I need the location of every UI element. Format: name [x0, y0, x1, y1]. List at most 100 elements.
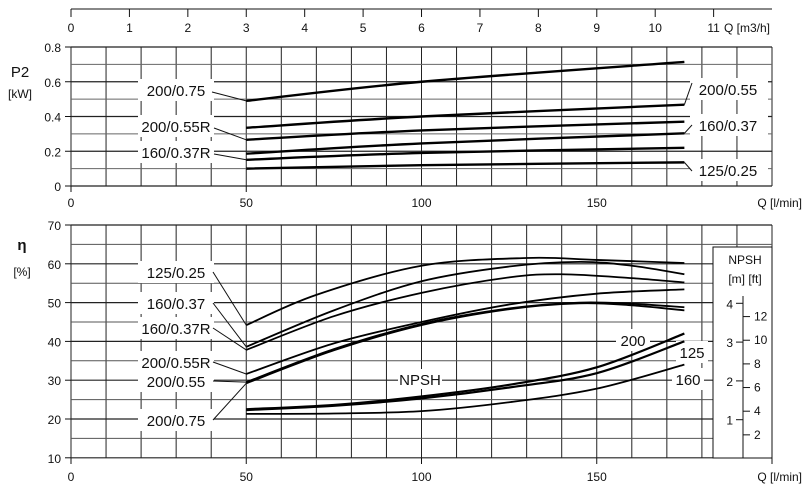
- label-background: [690, 159, 768, 181]
- npsh-ft-tick-label: 12: [754, 310, 768, 324]
- npsh-m-tick-label: 4: [726, 297, 733, 311]
- npsh-m-tick-label: 3: [726, 336, 733, 350]
- power-curve-200-0-55R: [246, 120, 685, 141]
- y-tick-label: 70: [48, 219, 62, 233]
- power-curve-200-0-75: [246, 60, 685, 103]
- y-tick-label: 20: [48, 413, 62, 427]
- label-leader-line: [683, 82, 693, 105]
- y-axis-label: η: [17, 237, 26, 254]
- label-background: [138, 409, 214, 431]
- label-background: [138, 141, 214, 163]
- x-tick-label: 0: [68, 196, 75, 210]
- y-axis-label: P2: [11, 64, 29, 81]
- x2-tick-label: 4: [301, 21, 308, 35]
- label-leader-line: [212, 302, 247, 348]
- label-background: [138, 292, 214, 314]
- efficiency-curve-label: 200/0.55: [147, 374, 205, 391]
- x-tick-label: 0: [68, 470, 75, 484]
- label-background: [676, 341, 708, 363]
- npsh-ft-tick-label: 10: [754, 333, 768, 347]
- label-leader-line: [212, 380, 247, 383]
- efficiency-curve-label: 200/0.75: [147, 413, 205, 430]
- x2-tick-label: 3: [243, 21, 250, 35]
- y-tick-label: 40: [48, 335, 62, 349]
- x-tick-label: 100: [411, 196, 431, 210]
- efficiency-curve-160-0-37R: [245, 273, 685, 351]
- label-background: [138, 79, 214, 101]
- y-tick-label: 0: [54, 180, 61, 194]
- npsh-curve-125: [246, 340, 685, 412]
- x2-tick-label: 0: [68, 21, 75, 35]
- y-tick-label: 0.6: [44, 76, 61, 90]
- x2-tick-label: 11: [707, 21, 720, 35]
- label-background: [138, 317, 214, 339]
- y-tick-label: 10: [48, 452, 62, 466]
- label-background: [690, 114, 768, 136]
- x2-tick-label: 7: [477, 21, 484, 35]
- x2-tick-label: 10: [649, 21, 663, 35]
- x2-tick-label: 9: [593, 21, 600, 35]
- x2-tick-label: 8: [535, 21, 542, 35]
- x-tick-label: 150: [587, 470, 607, 484]
- x-axis-label: Q [l/min]: [757, 470, 802, 484]
- efficiency-curve-200-0-75: [245, 302, 685, 385]
- y-tick-label: 0.2: [44, 145, 61, 159]
- power-curve-label: 160/0.37R: [141, 145, 210, 162]
- power-curve-200-0-55: [246, 103, 685, 129]
- label-background: [138, 261, 214, 283]
- power-curve-label: 200/0.55: [699, 82, 757, 99]
- label-background: [616, 329, 650, 351]
- x-axis-label: Q [l/min]: [757, 196, 802, 210]
- power-curve-160-0-37: [246, 132, 685, 155]
- y-tick-label: 0.8: [44, 41, 61, 55]
- efficiency-curve-160-0-37: [245, 260, 685, 348]
- label-leader-line: [211, 91, 247, 102]
- npsh-curve-label: 160: [675, 372, 700, 389]
- label-background: [138, 351, 214, 373]
- efficiency-curve-label: 160/0.37: [147, 296, 205, 313]
- x-tick-label: 50: [240, 470, 254, 484]
- power-curve-125-0-25: [246, 161, 685, 170]
- y-tick-label: 30: [48, 374, 62, 388]
- x-tick-label: 100: [411, 470, 431, 484]
- npsh-curve-label: 125: [679, 345, 704, 362]
- efficiency-curve-125-0-25: [245, 256, 685, 326]
- label-leader-line: [213, 127, 247, 141]
- efficiency-curve-label: 160/0.37R: [141, 321, 210, 338]
- power-curve-label: 200/0.75: [147, 83, 205, 100]
- efficiency-curve-label: 125/0.25: [147, 265, 205, 282]
- label-background: [398, 369, 442, 389]
- y-tick-label: 60: [48, 258, 62, 272]
- x2-tick-label: 6: [418, 21, 425, 35]
- x2-tick-label: 5: [360, 21, 367, 35]
- npsh-curves-label: NPSH: [399, 372, 441, 389]
- npsh-scale-title: NPSH: [728, 253, 761, 267]
- npsh-curve-160: [246, 363, 685, 415]
- npsh-ft-tick-label: 6: [754, 381, 761, 395]
- label-background: [138, 370, 214, 392]
- x2-tick-label: 2: [184, 21, 191, 35]
- y-tick-label: 0.4: [44, 111, 61, 125]
- efficiency-curve-label: 200/0.55R: [141, 355, 210, 372]
- npsh-m-tick-label: 1: [726, 414, 733, 428]
- power-curve-160-0-37R: [246, 146, 685, 161]
- label-background: [672, 368, 704, 390]
- label-leader-line: [212, 382, 247, 421]
- y-axis-unit: [kW]: [8, 87, 32, 101]
- npsh-m-tick-label: 2: [726, 375, 733, 389]
- power-curve-label: 200/0.55R: [141, 119, 210, 136]
- y-axis-unit: [%]: [13, 265, 30, 279]
- npsh-ft-tick-label: 4: [754, 404, 761, 418]
- x2-tick-label: 1: [126, 21, 133, 35]
- x-tick-label: 150: [587, 196, 607, 210]
- label-leader-line: [684, 124, 693, 134]
- label-leader-line: [212, 327, 247, 351]
- npsh-ft-tick-label: 2: [754, 428, 761, 442]
- label-leader-line: [684, 162, 693, 172]
- label-leader-line: [212, 271, 247, 326]
- power-curve-label: 160/0.37: [699, 118, 757, 135]
- label-background: [138, 115, 214, 137]
- y-tick-label: 50: [48, 297, 62, 311]
- label-leader-line: [212, 361, 247, 375]
